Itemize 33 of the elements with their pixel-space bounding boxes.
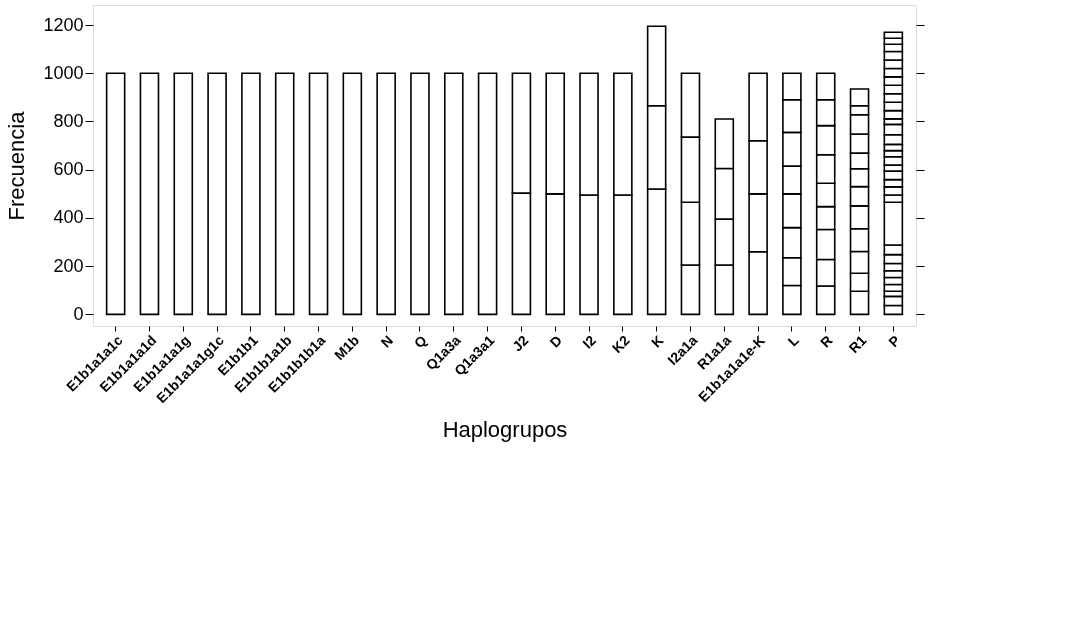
x-tick-label: I2 [579, 331, 600, 352]
y-tick-label: 200 [53, 255, 84, 276]
y-tick-label: 800 [53, 110, 84, 131]
x-tick-label: D [546, 332, 566, 351]
bar [342, 72, 363, 316]
x-tick-label: R [817, 332, 836, 351]
x-tick-label: L [784, 331, 803, 350]
bar [308, 72, 329, 316]
y-tick-label: 0 [73, 303, 84, 324]
bar [241, 72, 261, 316]
x-tick-label: Q [410, 332, 430, 352]
x-axis-title: Haplogrupos [442, 417, 568, 443]
bar [376, 72, 396, 316]
bar [274, 72, 295, 316]
x-tick-label: M1b [331, 332, 363, 364]
bar [173, 72, 194, 316]
y-axis-title: Frecuencia [4, 110, 30, 221]
x-tick-label: P [885, 332, 904, 351]
y-tick-label: 400 [53, 207, 84, 228]
x-tick-label: K2 [608, 331, 633, 357]
x-tick-label: R1 [845, 331, 870, 357]
y-tick-label: 600 [53, 159, 84, 180]
bar [105, 72, 126, 316]
bar [139, 72, 160, 316]
y-tick-label: 1000 [43, 62, 84, 83]
bar [443, 72, 464, 316]
bar [477, 72, 498, 316]
bar [410, 72, 430, 316]
y-tick-label: 1200 [43, 14, 84, 35]
x-tick-label: J2 [508, 331, 532, 355]
bar [207, 72, 227, 316]
x-tick-label: N [377, 332, 397, 351]
x-tick-label: K [648, 332, 667, 351]
